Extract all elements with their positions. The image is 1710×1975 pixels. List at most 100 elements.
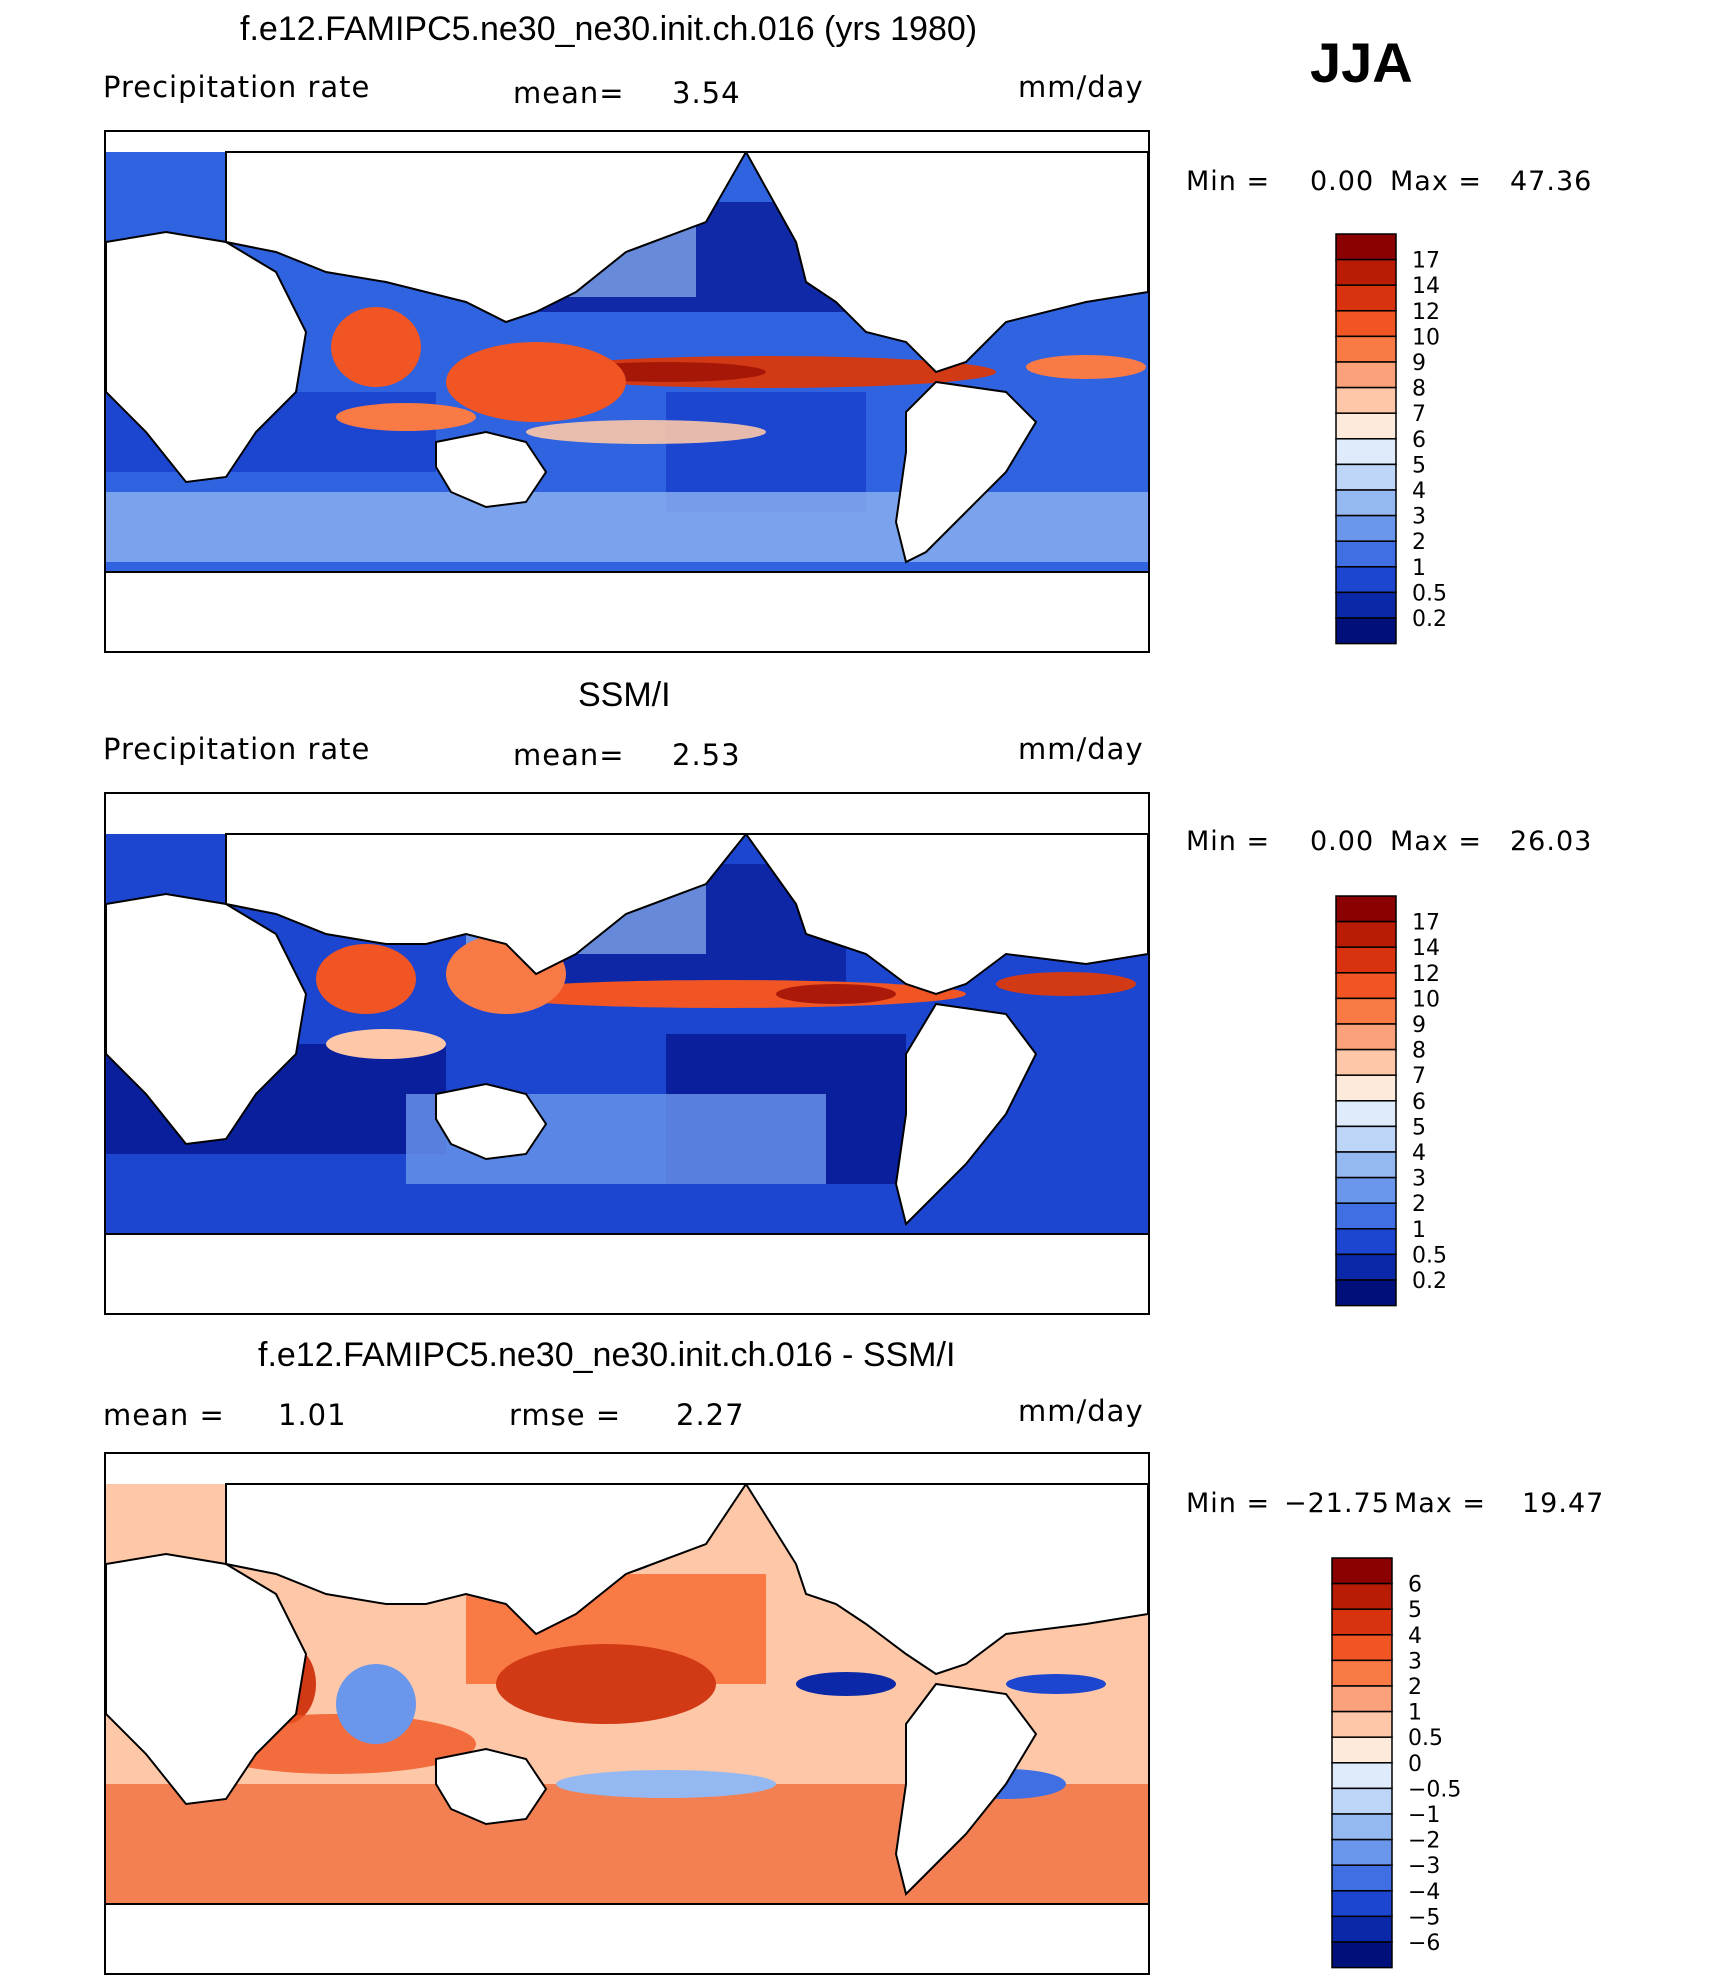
eurasia — [225, 833, 749, 976]
panel-2-variable-label: Precipitation rate — [103, 732, 371, 766]
colorbar-label: 4 — [1412, 479, 1426, 504]
panel-1-max-label: Max = — [1390, 166, 1483, 197]
africa-europe — [106, 230, 308, 484]
north-america — [744, 1483, 1148, 1676]
panel-1-mean-value: 3.54 — [672, 76, 741, 110]
colorbar-label: 4 — [1412, 1141, 1426, 1166]
antarctica — [106, 572, 1148, 651]
panel-2-mean-value: 2.53 — [672, 738, 741, 772]
colorbar-label: 10 — [1412, 987, 1440, 1012]
colorbar-swatch — [1335, 617, 1397, 645]
colorbar-swatch — [1335, 514, 1397, 542]
colorbar-swatch — [1335, 233, 1397, 261]
colorbar-swatch — [1335, 1151, 1397, 1179]
colorbar-swatch — [1335, 972, 1397, 1000]
panel-2-map — [104, 792, 1150, 1315]
colorbar-swatch — [1335, 895, 1397, 923]
colorbar-swatch — [1331, 1736, 1393, 1764]
north-land — [106, 132, 1148, 152]
panel-1-units: mm/day — [1018, 70, 1144, 104]
panel-2-mean-label: mean= — [513, 738, 625, 772]
colorbar-swatch — [1335, 386, 1397, 414]
colorbar-swatch — [1331, 1915, 1393, 1943]
panel-3-title: f.e12.FAMIPC5.ne30_ne30.init.ch.016 - SS… — [258, 1336, 956, 1374]
colorbar-swatch — [1331, 1838, 1393, 1866]
colorbar-label: −2 — [1408, 1829, 1440, 1854]
storm-track-south — [106, 492, 1148, 562]
colorbar-label: 8 — [1412, 1039, 1426, 1064]
colorbar-label: 12 — [1412, 300, 1440, 325]
colorbar-swatch — [1331, 1685, 1393, 1713]
south-america — [894, 1002, 1038, 1226]
panel-3-rmse-value: 2.27 — [676, 1398, 745, 1432]
colorbar-label: 2 — [1408, 1675, 1422, 1700]
colorbar-label: 1 — [1412, 1218, 1426, 1243]
colorbar-label: 6 — [1408, 1573, 1422, 1598]
colorbar-label: 9 — [1412, 1013, 1426, 1038]
africa-europe — [106, 892, 308, 1146]
colorbar-swatch — [1335, 540, 1397, 568]
colorbar-swatch — [1331, 1762, 1393, 1790]
colorbar-swatch — [1335, 463, 1397, 491]
colorbar-swatch — [1335, 946, 1397, 974]
colorbar-label: 2 — [1412, 530, 1426, 555]
colorbar-swatch — [1335, 258, 1397, 286]
spcz-negative — [556, 1770, 776, 1798]
colorbar-label: −4 — [1408, 1880, 1440, 1905]
atlantic-itcz — [996, 972, 1136, 996]
australia — [435, 1082, 548, 1161]
panel-1-min-value: 0.00 — [1310, 166, 1375, 197]
south-america — [894, 380, 1038, 564]
warm-pool-band — [446, 342, 626, 422]
panel-3-min-value: −21.75 — [1284, 1488, 1390, 1519]
panel-1-colorbar: 17 14 12 10 9 8 7 6 5 4 3 2 1 0.5 0.2 — [1334, 232, 1494, 646]
colorbar-label: 14 — [1412, 936, 1440, 961]
colorbar-swatch — [1335, 489, 1397, 517]
central-pacific-positive-core — [496, 1644, 716, 1724]
panel-2-colorbar: 17 14 12 10 9 8 7 6 5 4 3 2 1 0.5 0.2 — [1334, 894, 1494, 1308]
colorbar-label: 7 — [1412, 1064, 1426, 1089]
colorbar-swatch — [1335, 920, 1397, 948]
north-america — [744, 151, 1148, 374]
colorbar-label: 6 — [1412, 1090, 1426, 1115]
colorbar-swatch — [1335, 1023, 1397, 1051]
africa-europe — [106, 1552, 308, 1806]
atlantic-negative — [1006, 1674, 1106, 1694]
colorbar-swatch — [1335, 1100, 1397, 1128]
colorbar-swatch — [1335, 284, 1397, 312]
colorbar-swatch — [1335, 1279, 1397, 1307]
panel-2-units: mm/day — [1018, 732, 1144, 766]
colorbar-label: 5 — [1412, 453, 1426, 478]
bay-of-bengal-rain — [316, 944, 416, 1014]
colorbar-label: 0 — [1408, 1752, 1422, 1777]
colorbar-label: 3 — [1408, 1649, 1422, 1674]
colorbar-label: 0.5 — [1408, 1726, 1443, 1751]
colorbar-swatch — [1335, 438, 1397, 466]
colorbar-label: −5 — [1408, 1905, 1440, 1930]
colorbar-label: −3 — [1408, 1854, 1440, 1879]
colorbar-swatch — [1331, 1557, 1393, 1585]
panel-1-min-label: Min = — [1186, 166, 1271, 197]
australia — [435, 430, 548, 509]
colorbar-label: 1 — [1408, 1701, 1422, 1726]
indian-ocean-rain — [326, 1029, 446, 1059]
indian-ocean-rain — [336, 403, 476, 431]
panel-3-min-label: Min = — [1186, 1488, 1271, 1519]
colorbar-label: 12 — [1412, 962, 1440, 987]
panel-1-mean-label: mean= — [513, 76, 625, 110]
colorbar-swatch — [1335, 1176, 1397, 1204]
panel-1-map — [104, 130, 1150, 653]
panel-2-title: SSM/I — [578, 676, 671, 714]
colorbar-label: 0.2 — [1412, 1269, 1447, 1294]
bay-of-bengal-negative — [336, 1664, 416, 1744]
panel-3-mean-value: 1.01 — [278, 1398, 347, 1432]
panel-2-min-value: 0.00 — [1310, 826, 1375, 857]
colorbar-swatch — [1335, 1253, 1397, 1281]
panel-3-mean-label: mean = — [103, 1398, 225, 1432]
colorbar-swatch — [1331, 1659, 1393, 1687]
colorbar-swatch — [1335, 1125, 1397, 1153]
colorbar-label: 0.5 — [1412, 581, 1447, 606]
colorbar-swatch — [1335, 591, 1397, 619]
colorbar-swatch — [1335, 310, 1397, 338]
colorbar-label: 5 — [1408, 1598, 1422, 1623]
